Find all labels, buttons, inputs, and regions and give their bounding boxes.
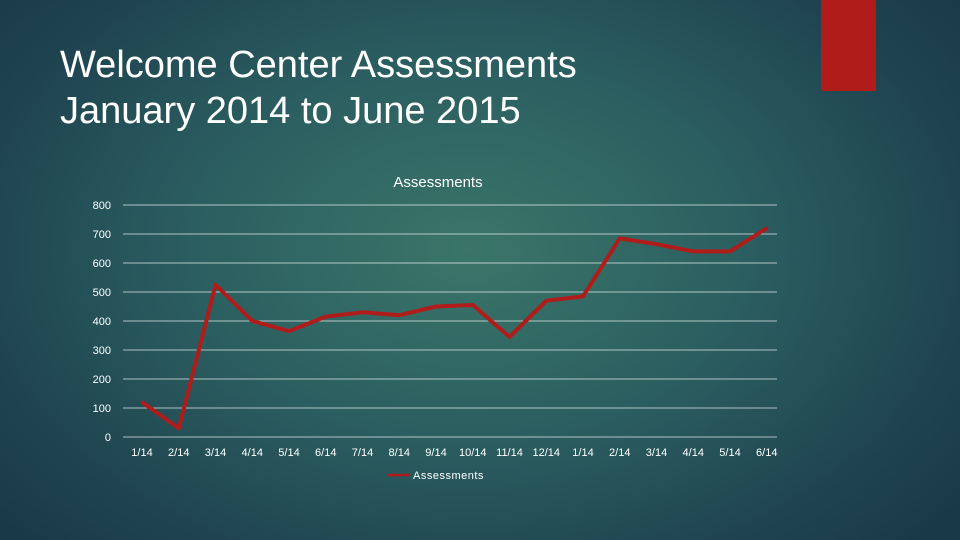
data-point [250, 319, 254, 323]
legend-label: Assessments [413, 470, 484, 482]
y-tick-label: 600 [93, 258, 111, 270]
x-tick-label: 3/14 [646, 447, 667, 459]
chart-gridlines [123, 204, 777, 438]
x-tick-label: 2/14 [609, 447, 630, 459]
x-tick-label: 4/14 [242, 447, 263, 459]
slide-title-line-1: Welcome Center Assessments [60, 44, 577, 86]
data-point [287, 329, 291, 333]
accent-bar [821, 0, 876, 91]
data-point [397, 313, 401, 317]
data-point [434, 305, 438, 308]
chart-series [140, 226, 769, 431]
x-tick-label: 12/14 [532, 447, 560, 459]
data-point [618, 236, 622, 240]
slide-title: Welcome Center Assessments January 2014 … [60, 42, 577, 134]
x-tick-label: 8/14 [389, 447, 410, 459]
y-tick-label: 200 [93, 374, 111, 386]
x-tick-label: 5/14 [719, 447, 740, 459]
y-axis-ticks: 0 100 200 300 400 500 600 700 800 [93, 200, 111, 444]
x-tick-label: 9/14 [425, 447, 446, 459]
y-tick-label: 500 [93, 287, 111, 299]
data-point [728, 249, 732, 253]
y-tick-label: 700 [93, 229, 111, 241]
x-tick-label: 5/14 [278, 447, 299, 459]
data-point [471, 303, 475, 307]
x-tick-label: 1/14 [131, 447, 152, 459]
data-point [655, 242, 658, 246]
x-tick-label: 3/14 [205, 447, 226, 459]
x-tick-label: 6/14 [315, 447, 336, 459]
x-tick-label: 7/14 [352, 447, 373, 459]
data-point [765, 226, 769, 230]
chart-legend: Assessments [388, 470, 484, 482]
x-axis-ticks: 1/14 2/14 3/14 4/14 5/14 6/14 7/14 8/14 9/14 10/1… [131, 447, 777, 459]
data-point [214, 283, 217, 287]
slide-title-line-2: January 2014 to June 2015 [60, 90, 521, 132]
x-tick-label: 11/14 [496, 447, 523, 459]
y-tick-label: 100 [93, 403, 111, 415]
data-point [508, 335, 511, 339]
x-tick-label: 2/14 [168, 447, 189, 459]
data-point [177, 426, 181, 430]
data-point [140, 400, 144, 404]
data-point [581, 294, 585, 298]
data-point [544, 299, 548, 303]
y-tick-label: 800 [93, 200, 111, 212]
y-tick-label: 300 [93, 345, 111, 357]
y-tick-label: 0 [105, 432, 111, 444]
x-tick-label: 1/14 [572, 447, 593, 459]
data-point [361, 310, 364, 314]
x-tick-label: 6/14 [756, 447, 777, 459]
series-line-0 [140, 226, 768, 431]
data-point [324, 315, 328, 319]
data-point [691, 249, 695, 253]
x-tick-label: 10/14 [459, 447, 487, 459]
chart-title: Assessments [393, 174, 482, 191]
y-tick-label: 400 [93, 316, 111, 328]
x-tick-label: 4/14 [683, 447, 704, 459]
